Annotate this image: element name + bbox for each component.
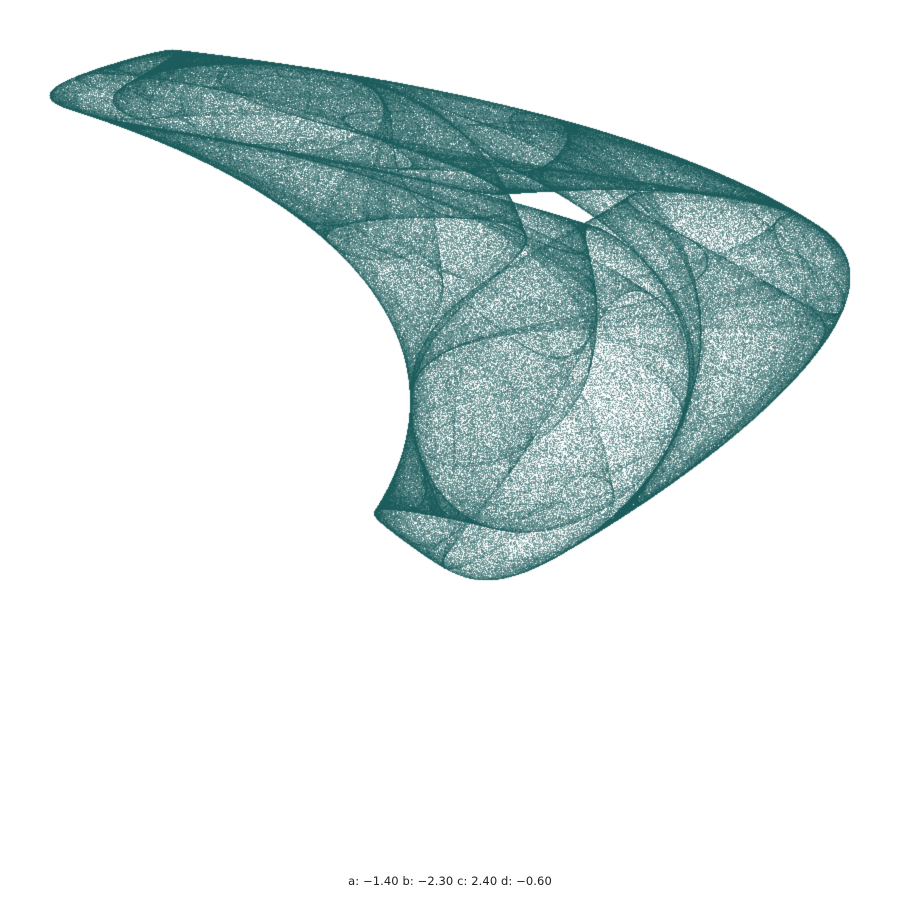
parameter-caption: a: −1.40 b: −2.30 c: 2.40 d: −0.60 bbox=[348, 874, 552, 888]
